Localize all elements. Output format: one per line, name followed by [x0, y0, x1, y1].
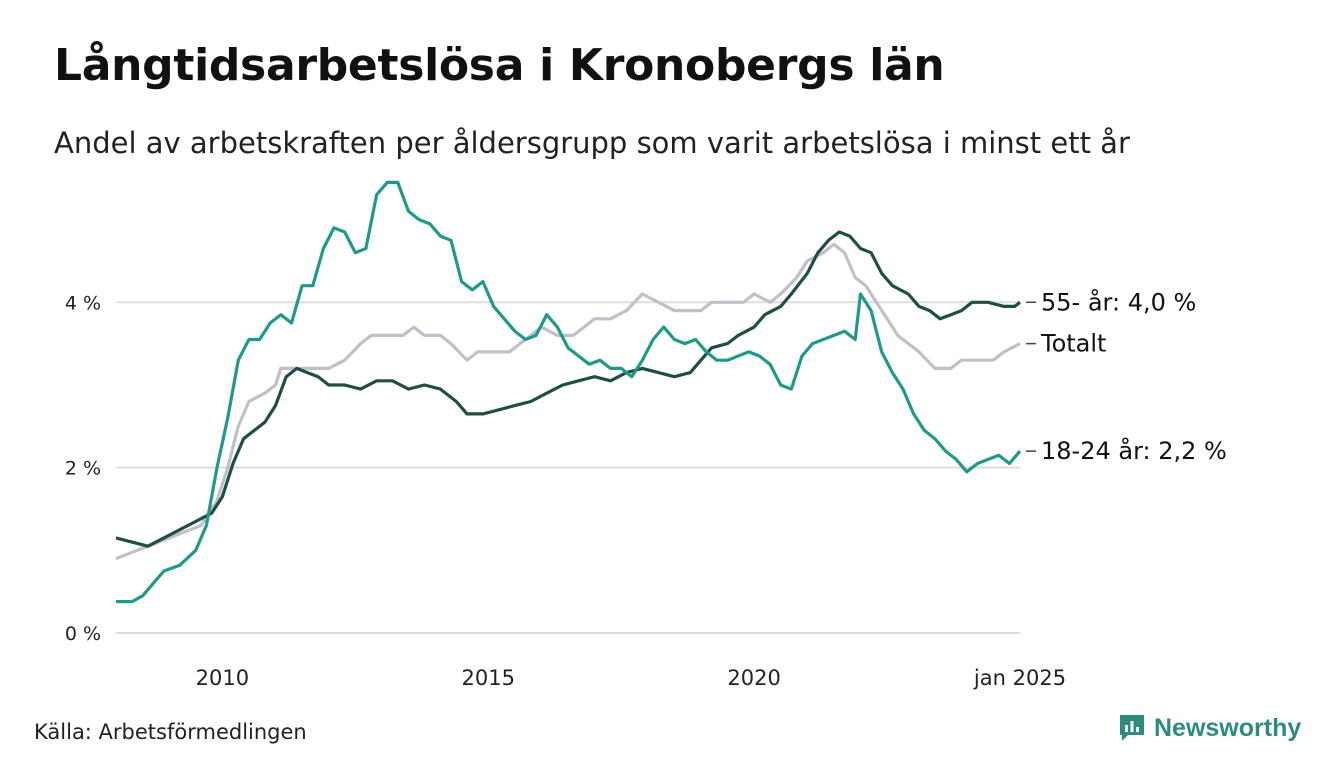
y-axis-ticks: 0 % 2 % 4 % — [65, 292, 101, 645]
newsworthy-logo-icon — [1120, 715, 1144, 741]
y-tick-label: 0 % — [65, 623, 101, 645]
line-chart: 0 % 2 % 4 % 2010 2015 2020 jan 2025 Totalt 55-… — [65, 180, 1227, 690]
y-tick-label: 2 % — [65, 458, 101, 480]
chart-subtitle: Andel av arbetskraften per åldersgrupp s… — [54, 126, 1130, 160]
newsworthy-logo[interactable]: Newsworthy — [1118, 713, 1301, 743]
end-label-age_55: 55- år: 4,0 % — [1041, 287, 1196, 316]
x-axis-ticks: 2010 2015 2020 jan 2025 — [196, 666, 1066, 690]
y-tick-label: 4 % — [65, 292, 101, 314]
grid-lines — [116, 301, 1020, 634]
brand-name: Newsworthy — [1154, 713, 1302, 742]
chart-title: Långtidsarbetslösa i Kronobergs län — [54, 40, 945, 91]
end-label-age_18_24: 18-24 år: 2,2 % — [1041, 436, 1227, 465]
series-line-total — [115, 242, 1021, 561]
x-tick-label: 2015 — [462, 666, 515, 690]
x-tick-label: 2020 — [727, 666, 780, 690]
series-line-age_55 — [115, 230, 1021, 548]
series-line-age_18_24 — [116, 180, 1022, 604]
end-label-total: Totalt — [1040, 330, 1106, 358]
x-tick-label: 2010 — [196, 666, 249, 690]
series-lines — [115, 180, 1022, 604]
series-end-labels: Totalt 55- år: 4,0 % 18-24 år: 2,2 % — [1026, 287, 1227, 465]
source-note: Källa: Arbetsförmedlingen — [34, 720, 307, 744]
x-tick-label: jan 2025 — [973, 666, 1066, 690]
